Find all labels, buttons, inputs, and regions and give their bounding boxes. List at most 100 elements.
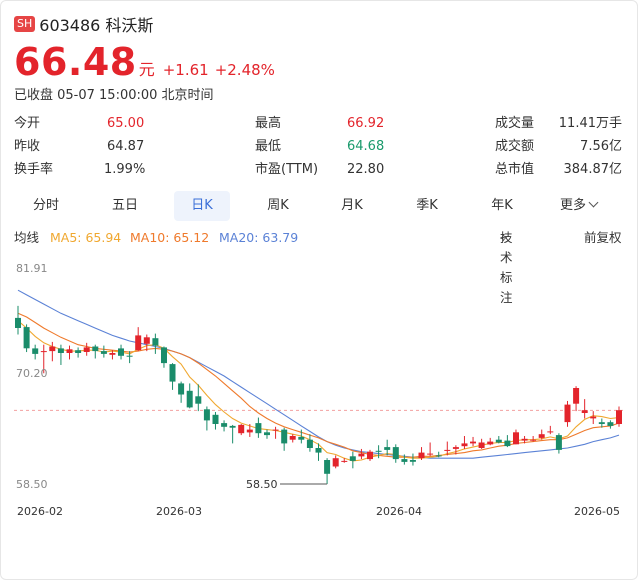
candle (92, 344, 99, 359)
candle (32, 344, 39, 360)
candle-body (135, 335, 142, 351)
candle (452, 445, 459, 455)
x-label-may: 2026-05 (574, 505, 620, 518)
tab-yearly-k[interactable]: 年K (491, 198, 513, 213)
candle-body (409, 460, 416, 462)
candle (590, 411, 597, 425)
candle (555, 433, 562, 454)
tab-quarterly-k[interactable]: 季K (416, 198, 438, 213)
candle-body (358, 453, 365, 457)
candle (246, 424, 253, 437)
stats-row: 昨收 64.87 最低 64.68 成交额 7.56亿 (14, 135, 626, 158)
candle (384, 439, 391, 456)
candle (203, 406, 210, 431)
candle-body (161, 347, 167, 364)
candle (581, 399, 588, 419)
candle (152, 333, 159, 354)
candle (100, 345, 107, 358)
candle-body (513, 432, 519, 445)
candle-body (616, 410, 622, 424)
candle (573, 386, 580, 412)
x-label-mar: 2026-03 (156, 505, 202, 518)
high-value: 66.92 (347, 116, 385, 131)
tab-monthly-k[interactable]: 月K (341, 198, 363, 213)
candle-body (221, 423, 228, 427)
y-tick-mid: 70.20 (16, 367, 48, 380)
tab-daily-k[interactable]: 日K (174, 191, 230, 221)
candle (306, 434, 313, 452)
prev-close-value: 64.87 (107, 139, 145, 154)
candle-body (341, 460, 348, 462)
candle (332, 455, 339, 469)
candle (461, 436, 468, 449)
candle-body (289, 436, 296, 440)
candle (161, 346, 167, 368)
candle-body (83, 347, 90, 352)
candle (272, 426, 279, 439)
turnover-amount-value: 7.56亿 (580, 139, 622, 154)
candle (298, 429, 305, 444)
candle (143, 334, 150, 352)
candle-body (530, 439, 537, 441)
candle (444, 441, 451, 456)
candle (66, 345, 73, 360)
candle-body (349, 456, 356, 461)
ma20-value: MA20: 63.79 (219, 230, 299, 245)
candle (409, 453, 416, 466)
candle (40, 344, 47, 374)
candle (57, 344, 64, 365)
tab-weekly-k[interactable]: 周K (267, 198, 289, 213)
low-annotation: 58.50 (246, 478, 328, 491)
turnover-rate-label: 换手率 (14, 162, 54, 177)
turnover-amount-label: 成交额 (495, 139, 535, 154)
candle (504, 435, 511, 448)
candle-body (143, 337, 150, 344)
candle-body (272, 429, 279, 431)
candle-body (590, 416, 597, 419)
low-annotation-text: 58.50 (246, 478, 278, 491)
candle-body (495, 439, 502, 443)
candle-body (152, 338, 159, 346)
candle-body (195, 396, 202, 404)
candle (118, 344, 124, 360)
tab-more[interactable]: 更多 (560, 191, 610, 221)
y-tick-low: 58.50 (16, 478, 48, 491)
candle-body (109, 353, 116, 355)
candle (238, 424, 245, 436)
candle (49, 341, 56, 362)
candle-body (384, 447, 391, 450)
volume-label: 成交量 (495, 116, 535, 131)
ma-legend: 均线 MA5: 65.94 MA10: 65.12 MA20: 63.79 ⟡ 技… (14, 228, 626, 305)
candle-body (487, 441, 494, 445)
market-cap-label: 总市值 (495, 162, 535, 177)
x-label-feb: 2026-02 (17, 505, 63, 518)
candle (358, 448, 365, 460)
price-change: +1.61 (162, 61, 209, 79)
market-badge: SH (14, 16, 36, 32)
candle-body (547, 431, 554, 433)
candle (401, 454, 408, 465)
stats-row: 换手率 1.99% 市盈(TTM) 22.80 总市值 384.87亿 (14, 158, 626, 181)
candle (23, 324, 30, 353)
market-cap-value: 384.87亿 (563, 162, 623, 177)
candle-body (418, 452, 425, 459)
tab-five-day[interactable]: 五日 (111, 198, 138, 213)
candle-body (32, 348, 39, 354)
technical-annotation-label: 技术标注 (500, 230, 513, 305)
candle-body (186, 390, 193, 408)
candle-body (581, 410, 588, 413)
candle (281, 427, 288, 451)
pe-label: 市盈(TTM) (255, 162, 319, 177)
ma5-value: MA5: 65.94 (50, 230, 122, 245)
forward-adjust-button[interactable]: 前复权 (584, 230, 622, 245)
candle-body (573, 388, 580, 404)
candle-body (435, 455, 442, 457)
candle-body (461, 443, 468, 447)
stats-row: 今开 65.00 最高 66.92 成交量 11.41万手 (14, 112, 626, 135)
tab-intraday[interactable]: 分时 (32, 198, 59, 213)
candle-body (229, 425, 236, 428)
candle-body (118, 348, 124, 356)
candle-body (40, 351, 47, 353)
low-value: 64.68 (347, 139, 385, 154)
